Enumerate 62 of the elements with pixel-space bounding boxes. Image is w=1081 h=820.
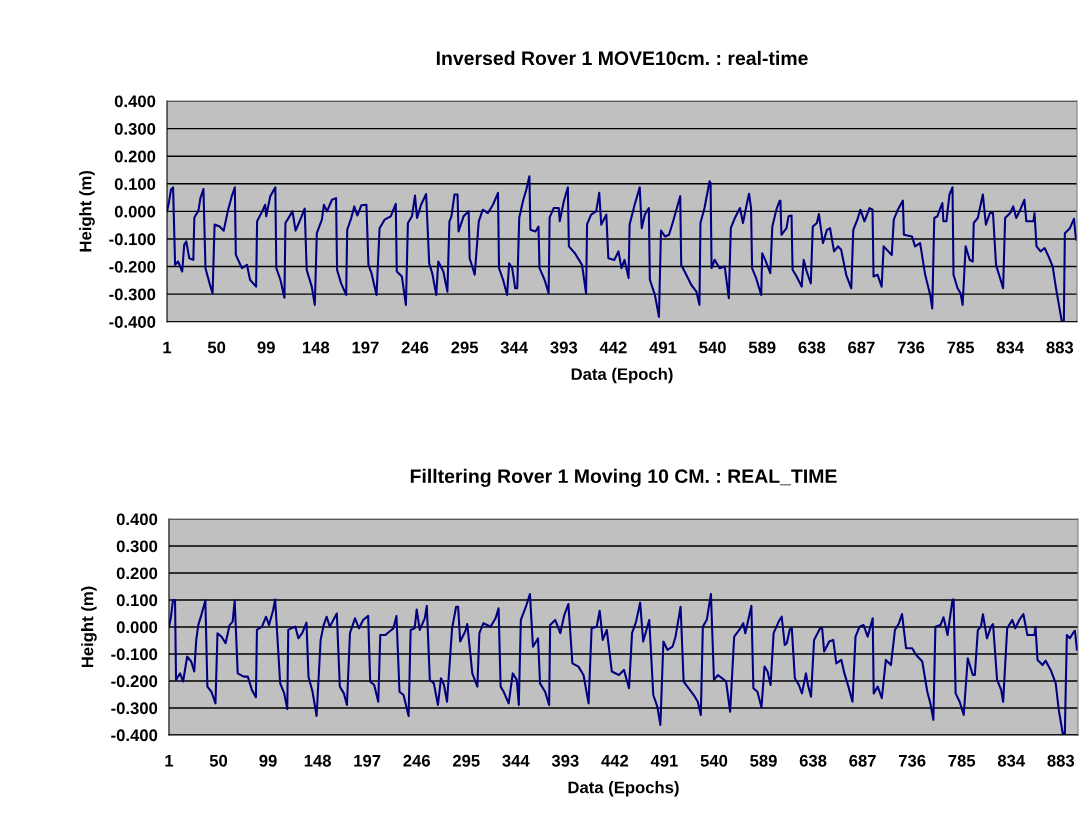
y-tick-label: 0.400 [116, 513, 158, 526]
x-tick-label: 785 [948, 754, 976, 767]
y-tick-label: 0.100 [116, 594, 158, 607]
x-tick-label: 834 [997, 754, 1026, 767]
x-tick-label: 638 [799, 754, 827, 767]
x-tick-label: 50 [209, 754, 228, 767]
x-axis-title: Data (Epochs) [568, 781, 679, 797]
x-tick-label: 785 [947, 341, 975, 354]
x-tick-label: 883 [1047, 754, 1075, 767]
x-tick-label: 344 [502, 754, 530, 767]
x-tick-label: 736 [898, 754, 926, 767]
y-tick-label: 0.100 [114, 178, 156, 190]
x-tick-label: 295 [452, 754, 480, 767]
x-tick-label: 491 [650, 754, 678, 767]
y-axis-title: Height (m) [79, 170, 95, 252]
y-tick-label: -0.100 [111, 648, 158, 661]
x-tick-label: 687 [849, 754, 876, 767]
x-tick-label: 589 [748, 341, 776, 354]
y-tick-label: -0.300 [111, 702, 158, 715]
x-tick-label: 148 [304, 754, 331, 767]
x-tick-label: 393 [551, 754, 579, 767]
x-tick-label: 246 [401, 341, 429, 354]
y-tick-label: -0.100 [109, 233, 156, 246]
x-tick-label: 687 [848, 341, 875, 354]
y-tick-label: -0.200 [111, 675, 158, 688]
y-tick-label: 0.000 [116, 621, 158, 634]
x-tick-label: 99 [259, 754, 277, 767]
y-tick-label: -0.400 [111, 729, 158, 742]
x-tick-label: 883 [1046, 341, 1074, 354]
x-tick-label: 148 [302, 341, 330, 354]
y-axis-title: Height (m) [81, 586, 97, 668]
x-tick-label: 834 [996, 341, 1025, 354]
x-tick-label: 197 [352, 341, 379, 354]
x-tick-label: 99 [257, 341, 275, 354]
x-tick-label: 197 [354, 754, 381, 767]
y-tick-label: 0.400 [114, 95, 156, 108]
chart-title: Inversed Rover 1 MOVE10cm. : real-time [436, 50, 808, 66]
x-tick-label: 50 [207, 341, 226, 354]
x-tick-label: 1 [165, 755, 174, 767]
x-tick-label: 540 [700, 754, 728, 767]
y-tick-label: 0.000 [114, 205, 156, 218]
x-tick-label: 393 [550, 341, 578, 354]
x-tick-label: 295 [451, 341, 479, 354]
x-tick-label: 442 [601, 754, 629, 767]
x-tick-label: 638 [798, 341, 826, 354]
x-tick-label: 540 [699, 341, 726, 354]
y-tick-label: 0.200 [114, 150, 156, 163]
x-tick-label: 344 [500, 341, 529, 354]
y-tick-label: -0.300 [109, 288, 156, 301]
y-tick-label: 0.200 [116, 567, 158, 580]
x-tick-label: 589 [750, 754, 777, 767]
x-tick-label: 442 [599, 341, 627, 354]
x-tick-label: 1 [163, 341, 172, 354]
x-axis-title: Data (Epoch) [571, 367, 673, 384]
x-tick-label: 246 [403, 754, 430, 767]
x-tick-label: 491 [649, 341, 677, 354]
y-tick-label: -0.400 [109, 316, 156, 328]
y-tick-label: 0.300 [116, 540, 158, 553]
y-tick-label: -0.200 [109, 260, 156, 273]
x-tick-label: 736 [897, 341, 925, 354]
chart-title: Filltering Rover 1 Moving 10 CM. : REAL_TIME [410, 468, 837, 487]
y-tick-label: 0.300 [114, 123, 156, 135]
